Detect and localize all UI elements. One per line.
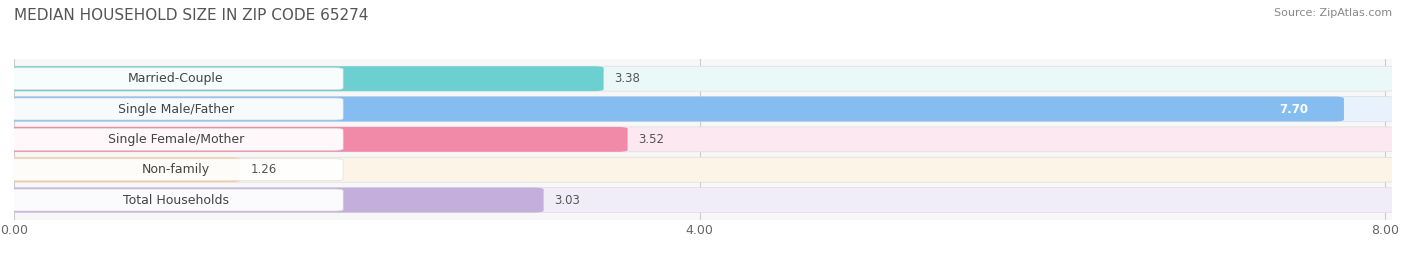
FancyBboxPatch shape <box>4 188 544 213</box>
FancyBboxPatch shape <box>4 127 1395 152</box>
Text: 3.03: 3.03 <box>554 193 579 207</box>
Text: Single Female/Mother: Single Female/Mother <box>108 133 245 146</box>
Text: Total Households: Total Households <box>122 193 229 207</box>
Text: Single Male/Father: Single Male/Father <box>118 103 233 116</box>
FancyBboxPatch shape <box>8 189 343 211</box>
Text: 1.26: 1.26 <box>250 163 277 176</box>
FancyBboxPatch shape <box>4 188 1395 213</box>
FancyBboxPatch shape <box>4 157 1395 182</box>
FancyBboxPatch shape <box>8 128 343 150</box>
FancyBboxPatch shape <box>4 96 1344 121</box>
Text: Married-Couple: Married-Couple <box>128 72 224 85</box>
FancyBboxPatch shape <box>4 66 1395 91</box>
Text: 7.70: 7.70 <box>1279 103 1308 116</box>
Text: Source: ZipAtlas.com: Source: ZipAtlas.com <box>1274 8 1392 18</box>
FancyBboxPatch shape <box>4 157 240 182</box>
FancyBboxPatch shape <box>4 66 603 91</box>
FancyBboxPatch shape <box>8 159 343 181</box>
Text: Non-family: Non-family <box>142 163 209 176</box>
Text: 3.38: 3.38 <box>614 72 640 85</box>
Text: MEDIAN HOUSEHOLD SIZE IN ZIP CODE 65274: MEDIAN HOUSEHOLD SIZE IN ZIP CODE 65274 <box>14 8 368 23</box>
FancyBboxPatch shape <box>4 127 627 152</box>
Text: 3.52: 3.52 <box>638 133 664 146</box>
FancyBboxPatch shape <box>8 68 343 90</box>
FancyBboxPatch shape <box>8 98 343 120</box>
FancyBboxPatch shape <box>4 96 1395 121</box>
